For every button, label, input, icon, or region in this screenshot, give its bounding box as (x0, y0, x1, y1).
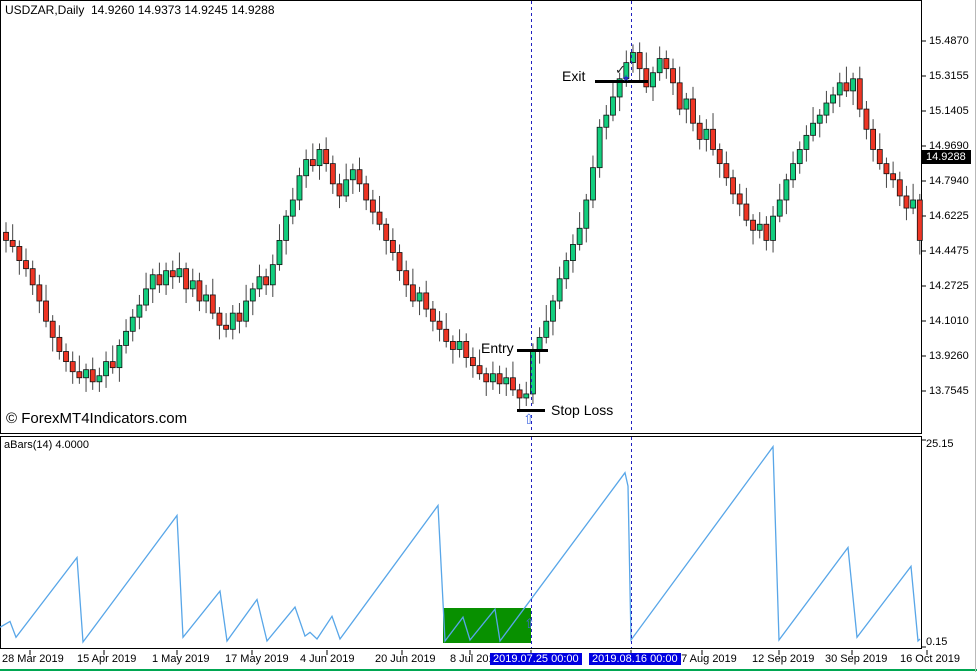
price-axis-label: 15.3155 (929, 70, 969, 82)
price-axis-label: 15.1405 (929, 105, 969, 117)
price-axis-label: 15.4870 (929, 35, 969, 47)
highlighted-date-label: 2019.08.16 00:00 (589, 653, 681, 665)
price-axis-label: 14.4475 (929, 245, 969, 257)
signal-highlight-box (443, 608, 531, 643)
price-axis-label: 14.1010 (929, 315, 969, 327)
up-arrow-icon[interactable]: ⇧ (524, 616, 535, 631)
candlestick-series (3, 42, 923, 413)
date-axis-label: 4 Jun 2019 (300, 653, 355, 665)
price-axis-label: 14.9690 (929, 140, 969, 152)
entry-annotation-label[interactable]: Entry (481, 340, 514, 356)
date-axis-label: 30 Sep 2019 (825, 653, 888, 665)
stop-loss-annotation-label[interactable]: Stop Loss (551, 402, 614, 418)
indicator-axis-min: 0.15 (926, 636, 948, 648)
indicator-label: aBars(14) 4.0000 (4, 439, 89, 451)
date-axis-label: 27 Aug 2019 (675, 653, 737, 665)
up-arrow-icon[interactable]: ⇧ (523, 411, 535, 427)
date-axis-label: 16 Oct 2019 (900, 653, 960, 665)
symbol-title: USDZAR,Daily 14.9260 14.9373 14.9245 14.… (5, 3, 275, 17)
date-axis-label: 1 May 2019 (152, 653, 210, 665)
abars-indicator-line (0, 444, 921, 644)
date-axis-label: 20 Jun 2019 (375, 653, 436, 665)
date-axis-label: 17 May 2019 (225, 653, 289, 665)
price-axis-label: 14.2725 (929, 280, 969, 292)
exit-annotation-label[interactable]: Exit (562, 68, 586, 84)
check-icon: ✓ (615, 62, 626, 77)
date-axis-label: 15 Apr 2019 (77, 653, 137, 665)
price-axis-label: 14.6225 (929, 210, 969, 222)
watermark: © ForexMT4Indicators.com (6, 410, 188, 427)
date-axis-label: 28 Mar 2019 (2, 653, 64, 665)
price-axis-label: 13.9260 (929, 350, 969, 362)
date-axis-label: 12 Sep 2019 (752, 653, 815, 665)
current-price-tag: 14.9288 (921, 150, 971, 164)
highlighted-date-label: 2019.07.25 00:00 (490, 653, 582, 665)
date-axis-label: 8 Jul 2019 (450, 653, 501, 665)
price-chart-panel[interactable] (0, 0, 922, 434)
indicator-axis-max: 25.15 (926, 438, 954, 450)
star-icon: ★ (622, 73, 631, 83)
price-axis-label: 13.7545 (929, 385, 969, 397)
price-axis-label: 14.7940 (929, 175, 969, 187)
